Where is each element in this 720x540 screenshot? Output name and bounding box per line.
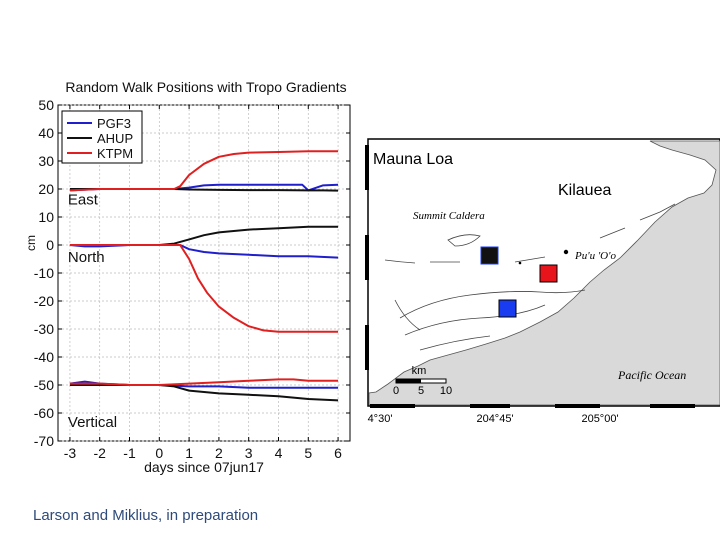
vent-marker — [518, 261, 522, 265]
lon-label-3: 205°00' — [581, 413, 618, 425]
legend-label-pgf3: PGF3 — [97, 116, 131, 131]
panel-label-north: North — [68, 249, 105, 266]
panel-label-vertical: Vertical — [68, 414, 117, 431]
series-ktpm-north — [69, 244, 339, 333]
map-label-pacific-ocean: Pacific Ocean — [617, 368, 686, 382]
y-tick-label: 40 — [38, 125, 54, 141]
x-tick-label: 3 — [245, 445, 253, 461]
citation-caption: Larson and Miklius, in preparation — [33, 507, 259, 524]
chart-title: Random Walk Positions with Tropo Gradien… — [65, 79, 346, 95]
y-tick-label: -60 — [34, 405, 54, 421]
series-ktpm-vertical — [69, 378, 339, 386]
y-tick-label: 0 — [46, 237, 54, 253]
map-label-mauna-loa: Mauna Loa — [373, 151, 453, 168]
legend-label-ahup: AHUP — [97, 131, 133, 146]
legend-label-ktpm: KTPM — [97, 146, 133, 161]
series-ktpm-east — [69, 150, 339, 192]
scale-tick-0: 0 — [393, 385, 399, 397]
lava-flow-lines — [384, 203, 676, 351]
scale-bar: km 0 5 10 — [393, 365, 452, 397]
lon-label-2: 204°45' — [476, 413, 513, 425]
panel-label-east: East — [68, 191, 99, 208]
scale-tick-10: 10 — [440, 385, 452, 397]
y-tick-label: -10 — [34, 265, 54, 281]
y-tick-label: 50 — [38, 97, 54, 113]
y-tick-label: -40 — [34, 349, 54, 365]
map-label-kilauea: Kilauea — [558, 182, 611, 199]
ocean-area — [368, 140, 720, 406]
x-tick-label: -2 — [93, 445, 106, 461]
x-tick-label: 5 — [304, 445, 312, 461]
map-frame-ticks — [365, 145, 695, 408]
x-tick-label: 2 — [215, 445, 223, 461]
x-tick-label: -3 — [64, 445, 77, 461]
series-lines — [69, 150, 339, 402]
x-tick-label: 0 — [155, 445, 163, 461]
lon-label-1: 4°30' — [368, 413, 393, 425]
y-tick-label: 30 — [38, 153, 54, 169]
x-tick-label: 1 — [185, 445, 193, 461]
station-marker-blue — [498, 299, 517, 318]
scale-tick-5: 5 — [418, 385, 424, 397]
panel-labels: East North Vertical — [68, 191, 117, 431]
y-tick-label: 10 — [38, 209, 54, 225]
station-marker-red — [539, 264, 558, 283]
scale-unit: km — [412, 365, 427, 377]
x-tick-label: -1 — [123, 445, 136, 461]
y-tick-label: -70 — [34, 433, 54, 449]
map-label-summit-caldera: Summit Caldera — [413, 210, 485, 222]
x-tick-label: 6 — [334, 445, 342, 461]
y-axis-label: cm — [24, 235, 38, 251]
caldera-marker — [563, 249, 569, 255]
y-tick-label: 20 — [38, 181, 54, 197]
series-pgf3-north — [69, 244, 339, 259]
y-tick-label: -30 — [34, 321, 54, 337]
map-label-puu-oo: Pu'u 'O'o — [574, 250, 616, 262]
y-tick-label: -50 — [34, 377, 54, 393]
x-axis-label: days since 07jun17 — [144, 459, 264, 475]
x-tick-label: 4 — [275, 445, 283, 461]
station-marker-black — [480, 246, 499, 265]
y-tick-label: -20 — [34, 293, 54, 309]
